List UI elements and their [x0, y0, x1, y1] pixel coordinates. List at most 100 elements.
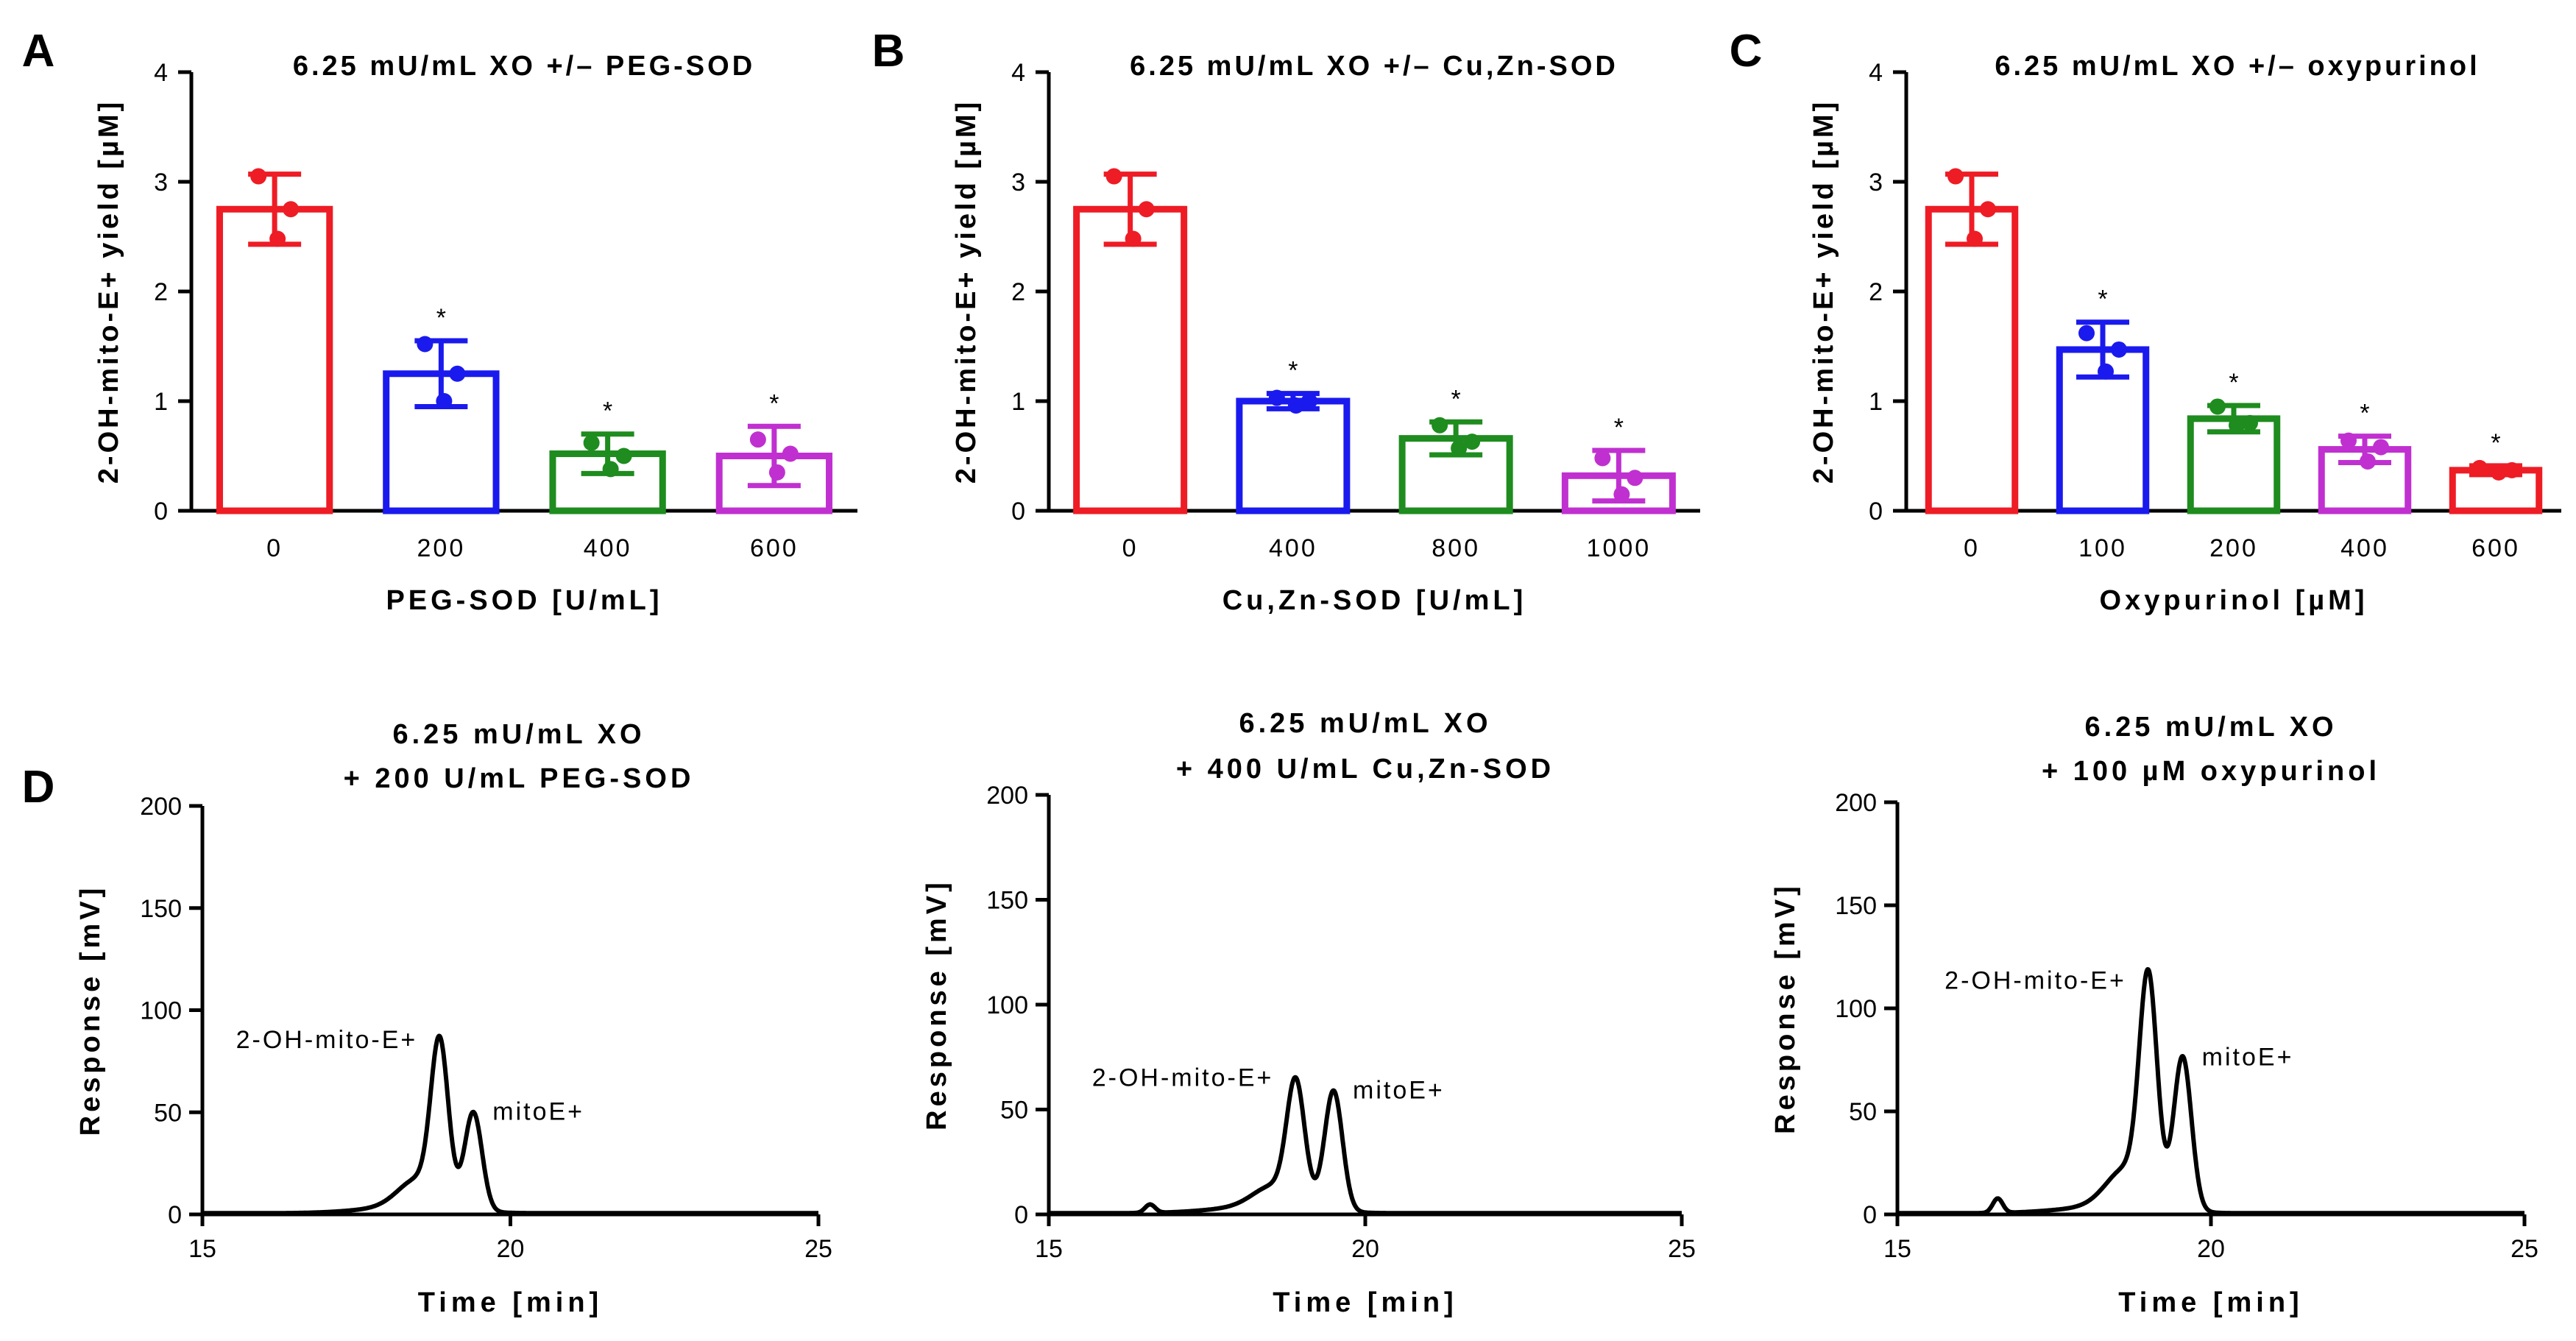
data-point	[615, 447, 632, 464]
data-point	[1627, 470, 1643, 486]
bar	[1925, 205, 2019, 514]
x-tick-label: 200	[2209, 534, 2258, 562]
y-tick-label: 4	[1011, 59, 1025, 87]
chart-title-line: + 200 U/mL PEG-SOD	[344, 763, 695, 794]
x-tick-label: 600	[2471, 534, 2520, 562]
panel-letter: A	[22, 26, 55, 77]
x-axis-label: Time [min]	[1273, 1287, 1457, 1318]
y-axis-label: 2-OH-mito-E+ yield [µM]	[951, 99, 982, 484]
y-axis-label: 2-OH-mito-E+ yield [µM]	[93, 99, 124, 484]
y-tick-label: 0	[1011, 498, 1025, 526]
data-point	[1105, 168, 1122, 185]
data-point	[2471, 459, 2488, 476]
significance-mark: *	[436, 304, 446, 332]
chart-title-line: + 100 µM oxypurinol	[2042, 756, 2380, 787]
data-point	[2360, 453, 2376, 470]
chart-title-line: + 400 U/mL Cu,Zn-SOD	[1176, 754, 1554, 785]
chart-title-line: 6.25 mU/mL XO	[2084, 712, 2337, 743]
data-point	[1125, 230, 1142, 247]
y-tick-label: 100	[1835, 995, 1877, 1023]
y-tick-label: 200	[1835, 789, 1877, 817]
x-tick-label: 0	[1122, 534, 1139, 562]
y-tick-label: 3	[1869, 169, 1883, 197]
y-tick-label: 0	[1014, 1201, 1028, 1229]
x-tick-label: 400	[1269, 534, 1317, 562]
bar	[1073, 205, 1188, 514]
chart-title: 6.25 mU/mL XO +/– Cu,Zn-SOD	[1130, 51, 1618, 82]
y-tick-label: 50	[154, 1099, 182, 1127]
y-tick-label: 150	[140, 895, 182, 923]
data-point	[1432, 417, 1448, 434]
data-point	[436, 393, 453, 409]
chart-title-line: 6.25 mU/mL XO	[1239, 708, 1491, 739]
x-tick-label: 0	[1964, 534, 1980, 562]
data-point	[602, 461, 619, 478]
chromatogram-trace	[200, 1033, 821, 1216]
x-tick-label: 25	[2510, 1235, 2538, 1263]
significance-mark: *	[2491, 429, 2500, 457]
y-tick-label: 0	[154, 498, 168, 526]
x-tick-label: 0	[266, 534, 283, 562]
bar-chart-a: A 6.25 mU/mL XO +/– PEG-SOD 0 1 2 3 4 2-OH-mito…	[22, 26, 857, 616]
peak-label: 2-OH-mito-E+	[1945, 967, 2126, 995]
data-point	[2229, 417, 2245, 434]
x-tick-label: 600	[750, 534, 799, 562]
chromatogram-trace	[1047, 1075, 1684, 1216]
peak-label: 2-OH-mito-E+	[236, 1026, 418, 1054]
y-tick-label: 50	[1849, 1098, 1877, 1126]
data-point	[449, 365, 466, 382]
data-point	[1594, 450, 1611, 467]
y-tick-label: 200	[140, 793, 182, 821]
data-point	[1138, 201, 1155, 218]
y-axis-label: Response [mV]	[75, 885, 106, 1136]
chart-title: 6.25 mU/mL XO +/– oxypurinol	[1995, 51, 2480, 82]
y-axis-label: Response [mV]	[921, 879, 952, 1131]
y-tick-label: 3	[154, 169, 168, 197]
y-tick-label: 4	[1869, 59, 1883, 87]
y-tick-label: 3	[1011, 169, 1025, 197]
x-axis-label: Cu,Zn-SOD [U/mL]	[1222, 585, 1527, 616]
panel-letter: C	[1730, 26, 1763, 77]
data-point	[2340, 432, 2357, 449]
y-tick-label: 50	[1000, 1097, 1028, 1125]
data-point	[1613, 486, 1630, 503]
significance-mark: *	[769, 389, 779, 417]
y-tick-label: 4	[154, 59, 168, 87]
y-axis-label: Response [mV]	[1770, 882, 1801, 1134]
data-point	[1967, 230, 1983, 247]
chromatogram-3: 6.25 mU/mL XO + 100 µM oxypurinol 0 50 100 15…	[1770, 712, 2538, 1318]
x-axis-label: Time [min]	[418, 1287, 603, 1318]
data-point	[250, 168, 267, 185]
data-point	[1980, 201, 1996, 218]
significance-mark: *	[2098, 286, 2107, 314]
data-point	[1451, 440, 1468, 457]
y-tick-label: 0	[1863, 1201, 1877, 1229]
data-point	[583, 434, 600, 451]
data-point	[2209, 398, 2226, 415]
bar-chart-b: B 6.25 mU/mL XO +/– Cu,Zn-SOD 0 1 2 3 4 2-OH-mi…	[872, 26, 1700, 616]
data-point	[2242, 414, 2258, 431]
data-point	[2491, 464, 2507, 481]
data-point	[2111, 341, 2127, 358]
significance-mark: *	[2360, 400, 2369, 428]
y-tick-label: 100	[986, 991, 1028, 1019]
data-point	[2373, 439, 2389, 456]
data-point	[2504, 461, 2520, 478]
y-tick-label: 2	[1011, 278, 1025, 306]
peak-label: mitoE+	[2202, 1044, 2294, 1072]
data-point	[768, 464, 785, 481]
data-point	[1301, 393, 1317, 409]
x-tick-label: 400	[2340, 534, 2389, 562]
significance-mark: *	[1288, 357, 1298, 385]
x-axis-label: PEG-SOD [U/mL]	[386, 585, 662, 616]
x-axis-label: Oxypurinol [µM]	[2100, 585, 2368, 616]
x-tick-label: 800	[1432, 534, 1480, 562]
x-tick-label: 200	[417, 534, 466, 562]
bar	[1236, 397, 1351, 514]
x-tick-label: 100	[2078, 534, 2127, 562]
y-axis-label: 2-OH-mito-E+ yield [µM]	[1808, 99, 1839, 484]
x-tick-label: 15	[1883, 1235, 1911, 1263]
x-tick-label: 25	[804, 1235, 832, 1263]
y-tick-label: 100	[140, 997, 182, 1025]
y-tick-label: 1	[1869, 388, 1883, 416]
